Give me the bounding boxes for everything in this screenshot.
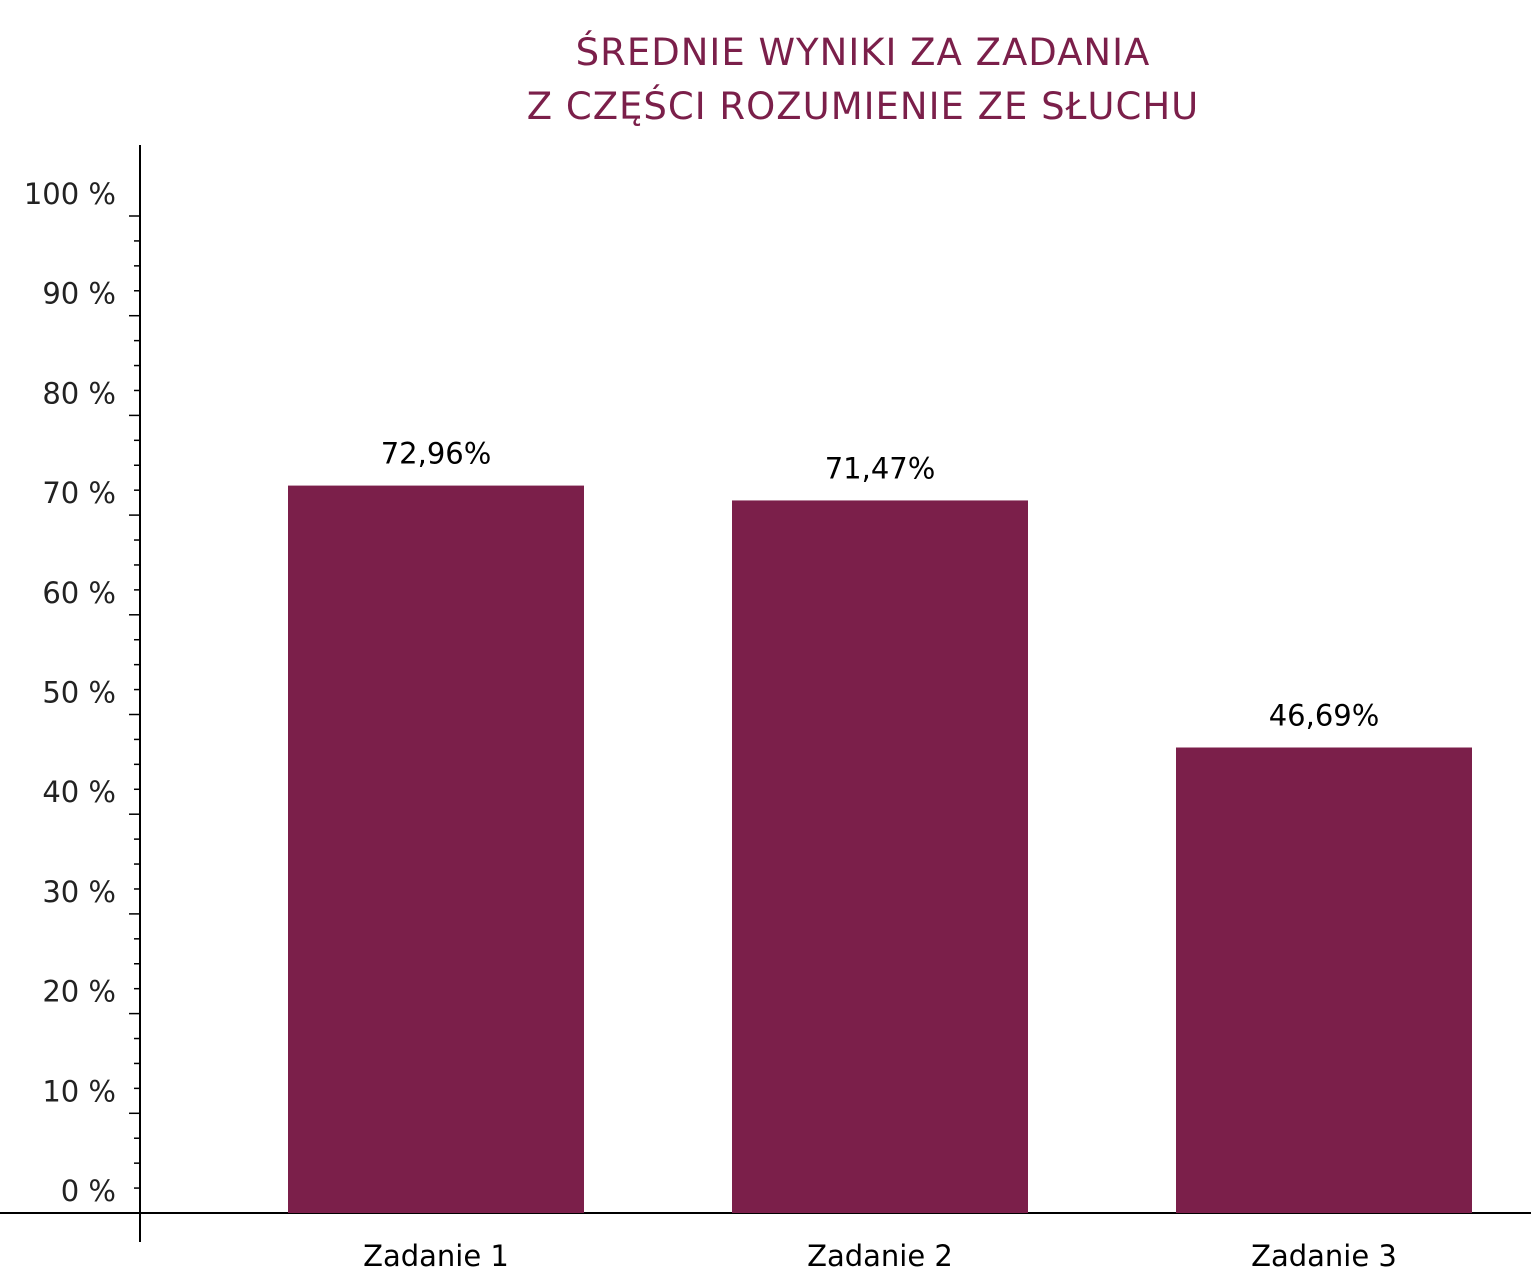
y-tick-label: 0 % [61,1174,116,1208]
y-tick-label: 80 % [42,376,116,410]
bars [288,485,1472,1213]
y-tick-label: 100 % [24,177,116,211]
bar [732,500,1028,1213]
category-label: Zadanie 3 [1251,1239,1397,1273]
category-label: Zadanie 1 [363,1239,509,1273]
category-label: Zadanie 2 [807,1239,953,1273]
chart-title-line-1: ŚREDNIE WYNIKI ZA ZADANIA [575,31,1151,74]
bar [288,485,584,1213]
y-tick-label: 30 % [42,875,116,909]
y-tick-label: 10 % [42,1074,116,1108]
labels: 0 % 10 % 20 % 30 % 40 % 50 % 60 % 70 % 80 % 90 % 1… [24,177,1397,1273]
y-tick-label: 60 % [42,576,116,610]
y-tick-label: 70 % [42,476,116,510]
y-tick-label: 20 % [42,975,116,1009]
chart-title: ŚREDNIE WYNIKI ZA ZADANIA Z CZĘŚCI ROZUM… [140,26,1531,134]
y-tick-label: 90 % [42,277,116,311]
y-tick-label: 50 % [42,676,116,710]
bar-value-label: 72,96% [381,437,492,471]
bar-value-label: 71,47% [825,451,936,485]
y-tick-label: 40 % [42,775,116,809]
chart-title-line-2: Z CZĘŚCI ROZUMIENIE ZE SŁUCHU [526,85,1200,128]
bar [1176,747,1472,1213]
bar-value-label: 46,69% [1269,699,1380,733]
